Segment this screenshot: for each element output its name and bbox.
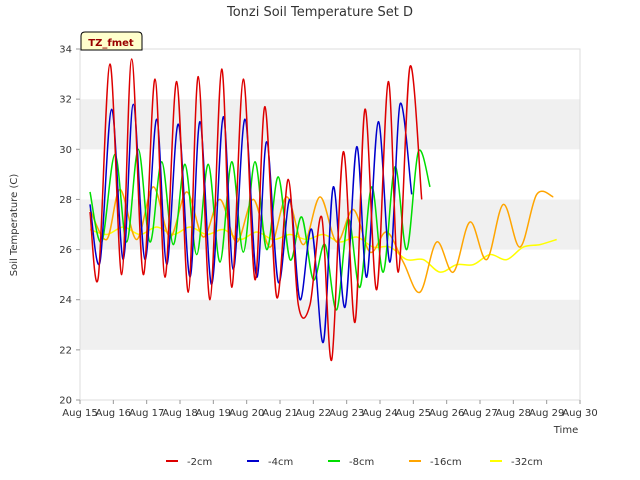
x-tick-label: Aug 25 (396, 408, 431, 419)
badge-label: TZ_fmet (88, 38, 134, 49)
legend-item: -4cm (247, 457, 293, 468)
legend-item: -2cm (166, 457, 212, 468)
y-tick-label: 20 (59, 396, 72, 407)
x-tick-label: Aug 17 (129, 408, 164, 419)
x-tick-label: Aug 15 (62, 408, 97, 419)
x-axis-label: Time (553, 425, 578, 436)
grid-bands (80, 49, 580, 400)
grid-band (80, 299, 580, 350)
grid-band (80, 99, 580, 150)
y-axis-label: Soil Temperature (C) (9, 174, 20, 277)
y-tick-label: 30 (59, 145, 72, 156)
legend-item: -16cm (409, 457, 462, 468)
plot-frame (79, 48, 581, 401)
grid-band (80, 149, 580, 200)
x-tick-label: Aug 20 (229, 408, 264, 419)
legend-label: -4cm (268, 457, 293, 468)
y-tick-label: 32 (59, 95, 72, 106)
y-tick-label: 22 (59, 345, 72, 356)
x-tick-label: Aug 16 (96, 408, 131, 419)
series-lines (89, 58, 557, 361)
x-tick-label: Aug 24 (362, 408, 397, 419)
y-axis: 20 22 24 26 28 30 32 34 (59, 45, 80, 407)
x-tick-label: Aug 29 (529, 408, 564, 419)
x-tick-label: Aug 27 (462, 408, 497, 419)
y-tick-label: 34 (59, 45, 72, 56)
x-tick-label: Aug 21 (262, 408, 297, 419)
legend-label: -8cm (349, 457, 374, 468)
legend-label: -32cm (511, 457, 543, 468)
x-tick-label: Aug 18 (162, 408, 197, 419)
x-tick-label: Aug 19 (196, 408, 231, 419)
x-tick-label: Aug 23 (329, 408, 364, 419)
x-tick-label: Aug 30 (562, 408, 597, 419)
y-tick-label: 24 (59, 295, 72, 306)
legend-item: -32cm (490, 457, 543, 468)
legend: -2cm -4cm -8cm -16cm -32cm (166, 457, 543, 468)
series-line-m2cm (89, 58, 423, 361)
station-badge: TZ_fmet (80, 31, 143, 51)
x-tick-label: Aug 22 (296, 408, 331, 419)
legend-item: -8cm (328, 457, 374, 468)
legend-label: -2cm (187, 457, 212, 468)
y-tick-label: 26 (59, 245, 72, 256)
y-tick-label: 28 (59, 195, 72, 206)
series-line-m8cm (89, 148, 431, 311)
series-line-m16cm (89, 186, 554, 294)
x-tick-label: Aug 28 (496, 408, 531, 419)
chart-title: Tonzi Soil Temperature Set D (226, 5, 413, 20)
legend-label: -16cm (430, 457, 462, 468)
grid-band (80, 49, 580, 100)
x-tick-label: Aug 26 (429, 408, 464, 419)
